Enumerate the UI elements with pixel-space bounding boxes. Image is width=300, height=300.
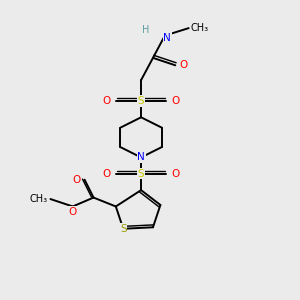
- Text: H: H: [142, 25, 149, 34]
- Text: CH₃: CH₃: [29, 194, 48, 204]
- Text: N: N: [137, 152, 145, 162]
- Text: O: O: [171, 169, 179, 179]
- Text: O: O: [69, 207, 77, 217]
- Text: S: S: [138, 169, 144, 179]
- Text: O: O: [103, 169, 111, 179]
- Text: S: S: [120, 224, 127, 234]
- Text: O: O: [171, 96, 179, 106]
- Text: CH₃: CH₃: [191, 23, 209, 33]
- Text: S: S: [138, 96, 144, 106]
- Text: O: O: [103, 96, 111, 106]
- Text: O: O: [72, 175, 80, 185]
- Text: O: O: [179, 60, 188, 70]
- Text: N: N: [164, 33, 171, 43]
